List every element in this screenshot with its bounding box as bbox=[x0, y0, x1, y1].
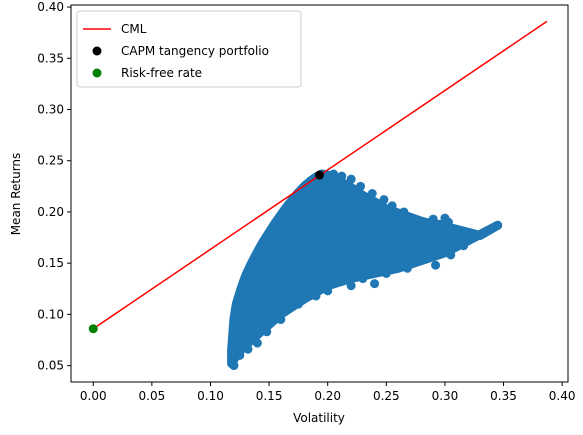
scatter-point bbox=[358, 274, 368, 284]
scatter-point bbox=[428, 214, 438, 224]
scatter-point bbox=[379, 195, 389, 205]
scatter-point bbox=[393, 248, 403, 258]
scatter-point bbox=[276, 315, 286, 325]
y-tick-label: 0.15 bbox=[37, 256, 64, 270]
y-tick-label: 0.35 bbox=[37, 51, 64, 65]
y-tick-label: 0.30 bbox=[37, 102, 64, 116]
scatter-point bbox=[367, 189, 377, 198]
scatter-point bbox=[463, 231, 473, 241]
scatter-point bbox=[293, 299, 303, 309]
scatter-point bbox=[399, 207, 409, 217]
x-tick-label: 0.05 bbox=[139, 389, 166, 403]
scatter-point bbox=[323, 286, 333, 296]
scatter-point bbox=[370, 279, 380, 289]
scatter-point bbox=[262, 327, 272, 337]
y-tick-label: 0.40 bbox=[37, 0, 64, 14]
scatter-point bbox=[493, 220, 503, 230]
scatter-point bbox=[381, 268, 391, 278]
portfolio-scatter bbox=[227, 169, 503, 371]
scatter-point bbox=[329, 169, 339, 179]
scatter-point bbox=[459, 241, 469, 251]
scatter-point bbox=[428, 233, 438, 243]
marker-group bbox=[88, 170, 324, 334]
scatter-point bbox=[243, 344, 253, 354]
x-tick-label: 0.00 bbox=[80, 389, 107, 403]
scatter-point bbox=[252, 338, 262, 348]
y-tick-label: 0.10 bbox=[37, 307, 64, 321]
y-tick-label: 0.20 bbox=[37, 205, 64, 219]
y-axis-label: Mean Returns bbox=[9, 153, 23, 236]
x-tick-label: 0.30 bbox=[432, 389, 459, 403]
scatter-point bbox=[440, 243, 450, 253]
plot-frame bbox=[70, 4, 569, 383]
x-tick-label: 0.40 bbox=[549, 389, 576, 403]
legend-swatch-risk-free bbox=[92, 68, 102, 78]
x-tick-label: 0.15 bbox=[256, 389, 283, 403]
scatter-point bbox=[346, 174, 356, 184]
scatter-point bbox=[337, 171, 347, 181]
x-tick-label: 0.20 bbox=[314, 389, 341, 403]
risk-free-rate-point bbox=[88, 324, 98, 334]
scatter-point bbox=[346, 281, 356, 291]
scatter-point bbox=[452, 225, 462, 235]
y-tick-label: 0.05 bbox=[37, 359, 64, 373]
y-tick-label: 0.25 bbox=[37, 154, 64, 168]
scatter-point bbox=[440, 213, 450, 223]
legend-box bbox=[76, 10, 302, 88]
scatter-point bbox=[434, 219, 444, 229]
legend-label-risk-free: Risk-free rate bbox=[121, 66, 202, 80]
x-tick-label: 0.25 bbox=[373, 389, 400, 403]
scatter-point bbox=[229, 361, 239, 371]
scatter-point bbox=[424, 222, 434, 232]
x-tick-label: 0.35 bbox=[490, 389, 517, 403]
scatter-cloud-body bbox=[227, 169, 503, 369]
y-axis-ticks: 0.05 0.10 0.15 0.20 0.25 0.30 0.35 0.40 bbox=[37, 0, 71, 373]
scatter-point bbox=[428, 248, 438, 258]
scatter-point bbox=[431, 260, 441, 270]
scatter-point bbox=[416, 253, 426, 263]
legend-label-tangency: CAPM tangency portfolio bbox=[121, 44, 269, 58]
x-axis-ticks: 0.00 0.05 0.10 0.15 0.20 0.25 0.30 0.35 0.40 bbox=[80, 382, 576, 403]
scatter-point bbox=[402, 263, 412, 273]
scatter-point bbox=[235, 350, 245, 360]
scatter-point bbox=[356, 181, 366, 191]
legend-label-cml: CML bbox=[121, 22, 147, 36]
legend: CML CAPM tangency portfolio Risk-free ra… bbox=[76, 10, 302, 88]
x-axis-label: Volatility bbox=[293, 411, 345, 425]
legend-swatch-tangency bbox=[92, 46, 102, 56]
scatter-point bbox=[436, 236, 446, 246]
scatter-point bbox=[387, 201, 397, 211]
scatter-point bbox=[446, 250, 456, 260]
tangency-portfolio-point bbox=[315, 170, 324, 180]
scatter-point bbox=[405, 227, 415, 237]
scatter-point bbox=[311, 291, 321, 301]
x-tick-label: 0.10 bbox=[197, 389, 224, 403]
plot-area bbox=[88, 20, 548, 371]
